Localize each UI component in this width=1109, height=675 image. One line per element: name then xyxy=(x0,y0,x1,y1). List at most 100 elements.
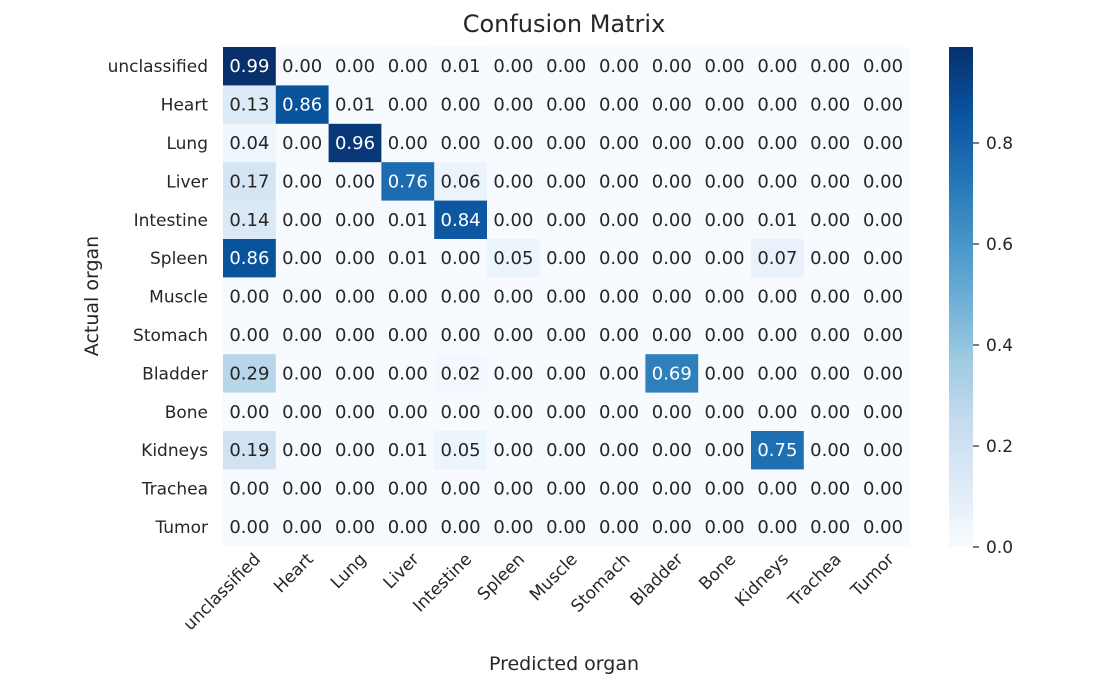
cell-value-label: 0.00 xyxy=(599,56,639,77)
cell-value-label: 0.00 xyxy=(863,56,903,77)
cell-value-label: 0.00 xyxy=(757,402,797,423)
heatmap-cell xyxy=(223,277,277,317)
cell-value-label: 0.05 xyxy=(441,440,481,461)
heatmap-cell xyxy=(328,277,382,317)
heatmap-cell xyxy=(698,431,752,470)
heatmap-cell xyxy=(381,315,435,355)
colorbar-tick-label: 0.4 xyxy=(986,336,1013,356)
heatmap-cell xyxy=(487,507,541,547)
cell-value-label: 0.00 xyxy=(388,479,428,500)
colorbar-ticks: 0.0 0.2 0.4 0.6 0.8 xyxy=(973,134,1013,558)
heatmap-cell xyxy=(592,507,646,547)
cell-value-label: 0.00 xyxy=(441,248,481,269)
cell-value-label: 0.00 xyxy=(335,402,375,423)
cell-value-label: 0.69 xyxy=(652,363,692,384)
heatmap-cell xyxy=(803,392,858,432)
y-tick-label: Bladder xyxy=(142,364,208,384)
cell-value-label: 0.00 xyxy=(705,517,745,538)
y-tick-label: Bone xyxy=(165,403,208,423)
heatmap-cell xyxy=(434,392,488,432)
heatmap-cell xyxy=(592,431,646,470)
heatmap-cell xyxy=(592,200,646,240)
heatmap-cell xyxy=(645,507,699,547)
cell-value-label: 0.86 xyxy=(282,95,322,116)
heatmap-cell xyxy=(751,162,805,202)
heatmap-cell xyxy=(223,162,277,202)
cell-value-label: 0.00 xyxy=(599,171,639,192)
y-tick-label: Lung xyxy=(166,134,208,154)
heatmap-cell xyxy=(487,354,541,394)
cell-value-label: 0.00 xyxy=(388,95,428,116)
cell-value-label: 0.00 xyxy=(388,402,428,423)
cell-value-label: 0.00 xyxy=(705,171,745,192)
cell-value-label: 0.17 xyxy=(229,171,269,192)
heatmap-cell xyxy=(223,315,277,355)
cell-value-label: 0.00 xyxy=(282,248,322,269)
heatmap-cell xyxy=(223,200,277,240)
cell-value-label: 0.00 xyxy=(493,363,533,384)
heatmap-cell xyxy=(434,123,488,163)
heatmap-cell xyxy=(539,239,594,278)
cell-value-label: 0.00 xyxy=(546,363,586,384)
cell-value-label: 0.00 xyxy=(493,171,533,192)
cell-value-label: 0.00 xyxy=(546,171,586,192)
x-tick-label: Trachea xyxy=(784,550,846,612)
cell-value-label: 0.00 xyxy=(652,287,692,308)
cell-value-label: 0.00 xyxy=(652,171,692,192)
cell-value-label: 0.75 xyxy=(757,440,797,461)
cell-value-label: 0.00 xyxy=(282,133,322,154)
heatmap-cell xyxy=(592,123,646,163)
cell-value-label: 0.00 xyxy=(335,248,375,269)
heatmap-cell xyxy=(275,392,330,432)
cell-value-label: 0.00 xyxy=(705,325,745,346)
heatmap-cell xyxy=(275,200,330,240)
x-tick-label: Bone xyxy=(695,550,740,595)
cell-value-label: 0.00 xyxy=(863,325,903,346)
heatmap-cell xyxy=(539,277,594,317)
heatmap-cell xyxy=(856,392,910,432)
heatmap-cell xyxy=(856,469,910,509)
heatmap-cell xyxy=(803,277,858,317)
cell-value-label: 0.00 xyxy=(810,95,850,116)
heatmap-cell xyxy=(698,47,752,86)
heatmap-cell xyxy=(275,469,330,509)
y-tick-label: Tumor xyxy=(154,518,208,538)
colorbar-tick-label: 0.0 xyxy=(986,538,1013,558)
heatmap-cell xyxy=(856,123,910,163)
cell-value-label: 0.00 xyxy=(652,210,692,231)
cell-value-label: 0.00 xyxy=(335,440,375,461)
cell-value-label: 0.00 xyxy=(757,56,797,77)
heatmap-cell xyxy=(381,162,435,202)
heatmap-cells xyxy=(223,47,910,547)
heatmap-cell xyxy=(645,200,699,240)
cell-value-label: 0.00 xyxy=(546,95,586,116)
heatmap-cell xyxy=(487,315,541,355)
heatmap-cell xyxy=(275,123,330,163)
cell-value-label: 0.00 xyxy=(599,402,639,423)
heatmap-cell xyxy=(487,85,541,125)
cell-value-label: 0.00 xyxy=(652,248,692,269)
cell-value-label: 0.00 xyxy=(493,440,533,461)
heatmap-cell xyxy=(328,47,382,86)
cell-value-label: 0.00 xyxy=(599,517,639,538)
heatmap-cell xyxy=(434,354,488,394)
cell-value-label: 0.13 xyxy=(229,95,269,116)
heatmap-cell xyxy=(223,354,277,394)
heatmap-cell xyxy=(275,239,330,278)
cell-value-label: 0.00 xyxy=(705,210,745,231)
cell-value-label: 0.00 xyxy=(652,517,692,538)
cell-value-label: 0.00 xyxy=(388,325,428,346)
cell-value-label: 0.00 xyxy=(757,95,797,116)
cell-value-label: 0.86 xyxy=(229,248,269,269)
cell-value-label: 0.00 xyxy=(810,517,850,538)
y-axis-tick-labels: unclassified Heart Lung Liver Intestine Splee… xyxy=(108,57,209,538)
heatmap-cell xyxy=(223,469,277,509)
heatmap-cell xyxy=(381,47,435,86)
cell-value-label: 0.00 xyxy=(335,517,375,538)
cell-value-label: 0.00 xyxy=(705,56,745,77)
heatmap-cell xyxy=(381,123,435,163)
cell-value-label: 0.00 xyxy=(493,210,533,231)
cell-value-label: 0.00 xyxy=(705,95,745,116)
heatmap-cell xyxy=(751,507,805,547)
heatmap-cell xyxy=(487,123,541,163)
